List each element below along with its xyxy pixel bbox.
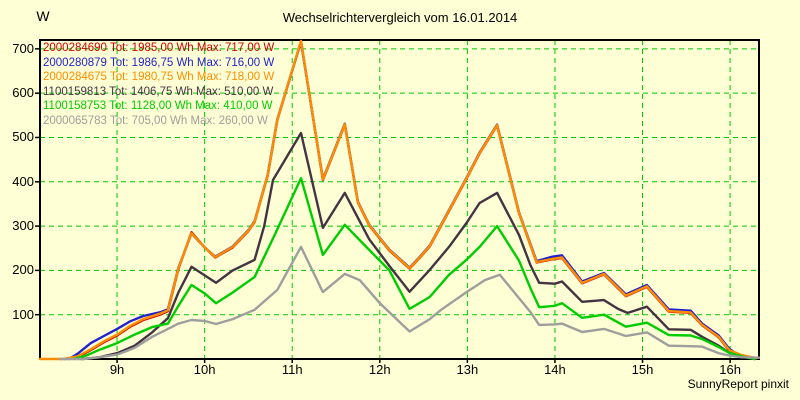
legend-entry: 1100158753 Tot: 1128,00 Wh Max: 410,00 W (43, 100, 273, 113)
watermark-text: SunnyReport pinxit (687, 377, 789, 391)
chart-legend: 2000284690 Tot: 1985,00 Wh Max: 717,00 W… (43, 41, 274, 129)
legend-entry: 2000284690 Tot: 1985,00 Wh Max: 717,00 W (43, 42, 275, 54)
y-tick-label: 400 (12, 173, 34, 189)
x-tick-label: 15h (631, 362, 654, 377)
series-line-1100159813 (80, 131, 756, 361)
y-tick-label: 600 (12, 85, 34, 101)
legend-entry: 2000280879 Tot: 1986,75 Wh Max: 716,00 W (43, 56, 275, 69)
y-tick-label: 500 (12, 129, 34, 145)
series-line-1100158753 (72, 176, 756, 361)
series-line-2000065783 (58, 245, 761, 361)
x-tick-label: 10h (193, 362, 216, 377)
x-tick-label: 16h (719, 362, 741, 377)
x-tick-label: 14h (544, 362, 566, 377)
plot-border (39, 39, 760, 360)
y-tick-label: 300 (12, 218, 34, 234)
legend-entry: 2000284675 Tot: 1980,75 Wh Max: 718,00 W (43, 71, 275, 84)
y-tick-label: 200 (12, 262, 34, 278)
legend-entry: 2000065783 Tot: 705,00 Wh Max: 260,00 W (43, 114, 268, 127)
series-lines (38, 39, 761, 361)
chart-title: Wechselrichtervergleich vom 16.01.2014 (282, 10, 518, 25)
legend-entry: 1100159813 Tot: 1406,75 Wh Max: 510,00 W (43, 85, 274, 98)
x-tick-label: 9h (109, 362, 125, 377)
y-tick-label: 100 (12, 306, 34, 322)
axis-tick-marks (35, 48, 731, 363)
x-tick-label: 12h (368, 362, 391, 377)
x-tick-label: 11h (281, 362, 303, 377)
y-axis-unit-label: W (36, 8, 50, 24)
y-tick-label: 700 (12, 40, 34, 56)
x-tick-label: 13h (456, 362, 479, 377)
series-line-2000284675 (38, 39, 758, 361)
